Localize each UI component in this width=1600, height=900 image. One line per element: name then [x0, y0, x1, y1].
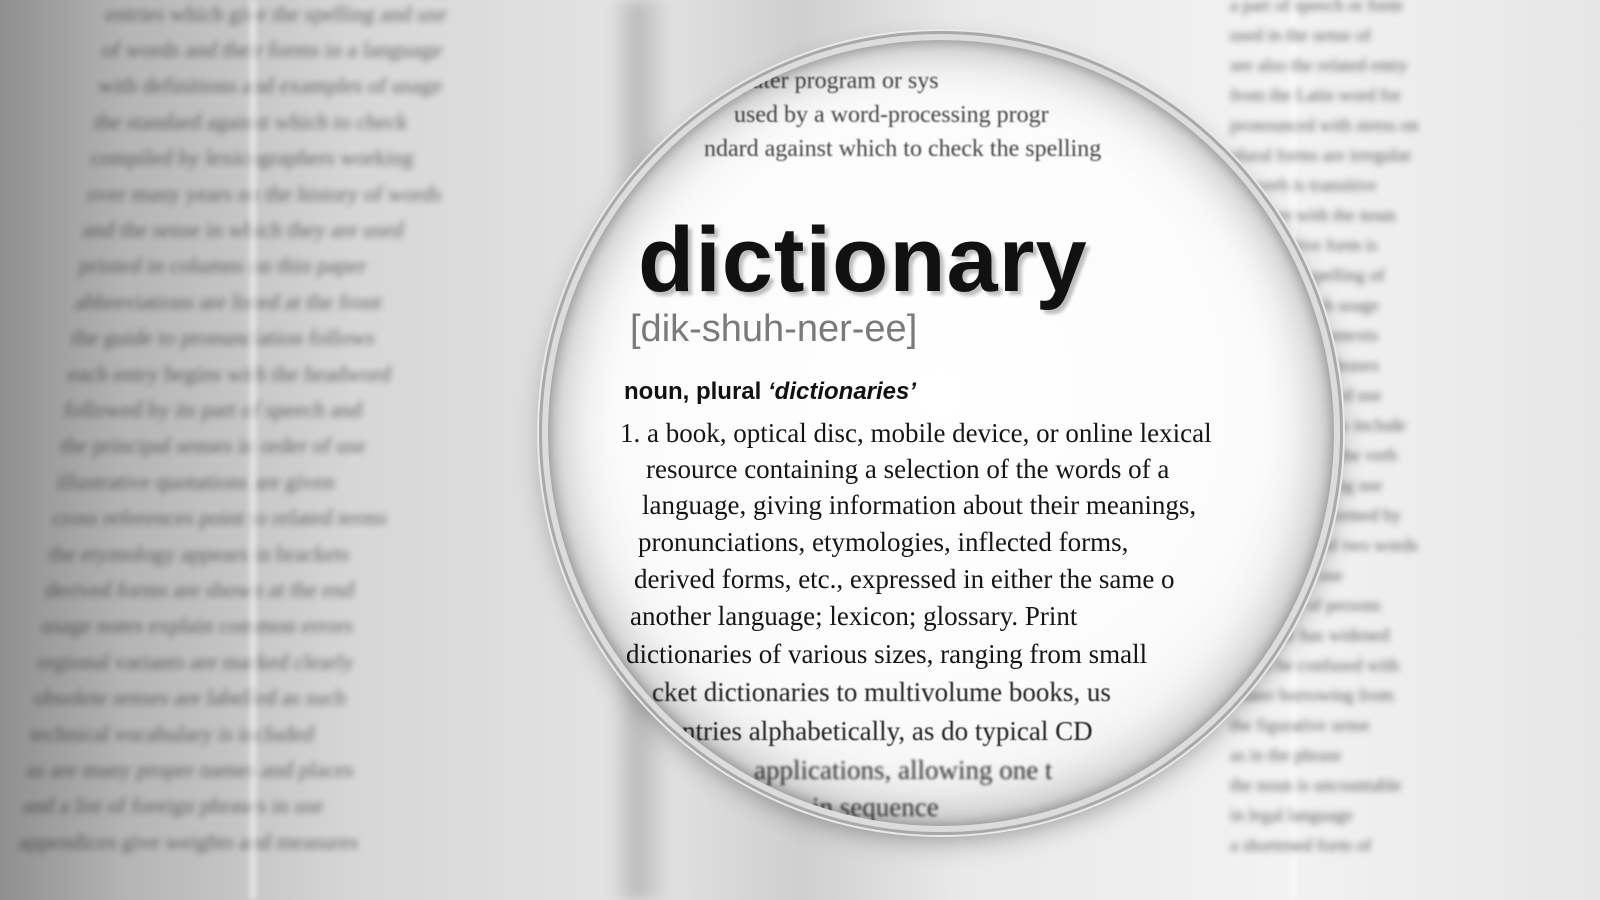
context-line: used by a word-processing progr	[734, 102, 1049, 128]
background-text-line: the principal senses in order of use	[59, 433, 368, 458]
background-text-line: and a list of foreign phrases in use	[21, 793, 326, 818]
definition-line: cket dictionaries to multivolume books, …	[652, 677, 1111, 707]
context-line: computer program or sys	[698, 68, 939, 94]
background-text-line: each entry begins with the headword	[66, 361, 393, 386]
background-text-line: appendices give weights and measures	[17, 829, 360, 854]
background-text-line: entries which give the spelling and use	[104, 1, 449, 26]
definition-line: applications, allowing one t	[754, 755, 1053, 785]
pronunciation: [dik-shuh-ner-ee]	[630, 308, 918, 350]
background-text-line: as are many proper names and places	[25, 757, 356, 782]
background-text-line: see also the related entry	[1230, 55, 1408, 75]
background-text-line: obsolete senses are labelled as such	[32, 685, 348, 710]
headword: dictionary	[638, 209, 1088, 311]
definition-line: language, giving information about their…	[642, 490, 1197, 520]
definition-line: derived forms, etc., expressed in either…	[634, 564, 1175, 594]
background-text-line: derived forms are shown at the end	[44, 577, 356, 602]
part-of-speech: noun, plural ‘dictionaries’	[624, 378, 916, 406]
plural-form: ‘dictionaries’	[768, 378, 917, 405]
background-text-line: a shortened form of	[1230, 835, 1372, 855]
definition-line: resource containing a selection of the w…	[646, 454, 1170, 484]
background-text-line: regional variants are marked clearly	[36, 649, 356, 674]
background-text-line: the noun is uncountable	[1230, 775, 1402, 795]
background-text-line: from the Latin word for	[1230, 85, 1401, 105]
definition-line: pronunciations, etymologies, inflected f…	[638, 527, 1129, 557]
definition-line: ntries alphabetically, as do typical CD	[682, 716, 1093, 746]
background-text-line: illustrative quotations are given	[55, 469, 337, 494]
background-text-line: a part of speech or form	[1230, 0, 1403, 15]
background-text-line: cross references point to related terms	[51, 505, 389, 530]
background-text-line: the etymology appears in brackets	[47, 541, 352, 566]
definition-line: 1. a book, optical disc, mobile device, …	[620, 418, 1212, 448]
background-text-line: in legal language	[1230, 805, 1353, 825]
magnifying-glass: computer program or sys used by a word-p…	[548, 40, 1334, 826]
context-line: ndard against which to check the spellin…	[704, 136, 1102, 162]
background-text-line: the verb is transitive	[1230, 175, 1377, 195]
magnified-entry: computer program or sys used by a word-p…	[548, 40, 1334, 826]
definition-line: dictionaries of various sizes, ranging f…	[626, 639, 1148, 669]
background-text-line: usage notes explain common errors	[40, 613, 355, 638]
background-text-line: technical vocabulary is included	[28, 721, 316, 746]
background-text-line: the figurative sense	[1230, 715, 1370, 735]
background-text-line: pronounced with stress on	[1230, 115, 1419, 135]
background-text-line: as in the phrase	[1230, 745, 1342, 765]
background-text-line: plural forms are irregular	[1230, 145, 1412, 165]
definition-line: in sequence	[812, 792, 939, 822]
background-text-line: followed by its part of speech and	[62, 397, 364, 422]
definition-line: another language; lexicon; glossary. Pri…	[630, 601, 1078, 631]
page-edge	[250, 0, 256, 900]
part-of-speech-label: noun, plural	[624, 378, 762, 405]
background-text-line: used in the sense of	[1230, 25, 1371, 45]
background-text-line: not to be confused with	[1230, 655, 1399, 675]
background-text-line: a later borrowing from	[1230, 685, 1394, 705]
